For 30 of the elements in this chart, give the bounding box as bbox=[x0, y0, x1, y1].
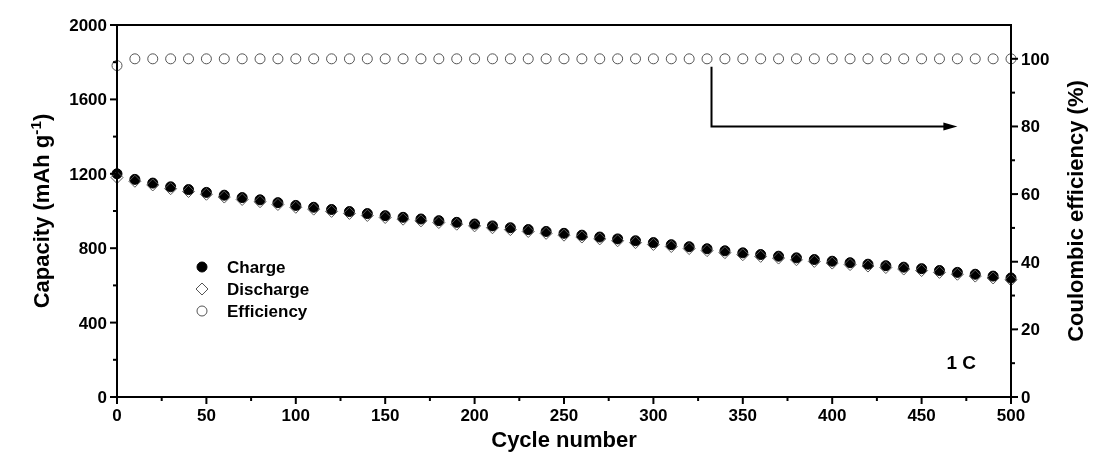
x-tick-label: 350 bbox=[728, 406, 757, 425]
x-tick-label: 200 bbox=[460, 406, 489, 425]
legend-label: Efficiency bbox=[227, 301, 308, 321]
x-tick-label: 400 bbox=[818, 406, 847, 425]
legend-label: Discharge bbox=[227, 279, 310, 299]
y2-tick-label: 80 bbox=[1021, 117, 1040, 137]
x-tick-label: 450 bbox=[907, 406, 936, 425]
x-tick-label: 300 bbox=[639, 406, 668, 425]
y-tick-label: 0 bbox=[97, 387, 107, 407]
y-tick-label: 1200 bbox=[69, 164, 107, 184]
y2-tick-label: 20 bbox=[1021, 320, 1040, 340]
x-tick-label: 250 bbox=[549, 406, 579, 425]
x-tick-label: 50 bbox=[196, 406, 216, 425]
x-tick-label: 0 bbox=[112, 406, 122, 425]
x-tick-label: 500 bbox=[996, 406, 1026, 425]
x-tick-label: 100 bbox=[281, 406, 310, 425]
y-tick-label: 1600 bbox=[69, 90, 107, 110]
y-tick-label: 2000 bbox=[69, 15, 107, 35]
x-axis-title: Cycle number bbox=[491, 427, 638, 452]
point bbox=[110, 171, 124, 185]
x-tick-label: 150 bbox=[371, 406, 400, 425]
y2-tick-label: 0 bbox=[1021, 387, 1031, 407]
legend-label: Charge bbox=[227, 257, 286, 277]
y2-axis-title: Coulombic efficiency (%) bbox=[1063, 80, 1088, 342]
y2-tick-label: 40 bbox=[1021, 252, 1040, 272]
y2-tick-label: 100 bbox=[1021, 49, 1050, 69]
y-tick-label: 800 bbox=[78, 239, 107, 259]
y-tick-label: 400 bbox=[78, 313, 107, 333]
y2-tick-label: 60 bbox=[1021, 185, 1040, 205]
annotation: 1 C bbox=[946, 352, 977, 373]
